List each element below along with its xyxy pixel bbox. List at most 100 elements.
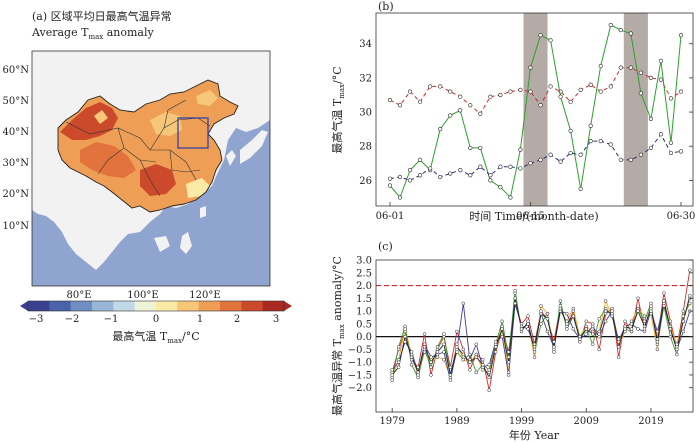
map-lon-labels: 80°E 100°E 120°E [66,290,220,301]
data-point [435,350,440,354]
data-point [638,91,643,96]
y-tick-label: 0.0 [356,332,372,343]
panel-b-x-ticks: 06-01 06-15 06-30 [376,202,695,222]
data-point [416,375,420,380]
colorbar-segment [113,301,135,311]
colorbar-segment [28,301,50,311]
y-tick-label: 32 [359,73,372,84]
lon-label: 80°E [66,290,91,301]
data-point [403,339,407,344]
data-point [487,368,491,372]
colorbar-tick: 1 [197,314,203,325]
data-point [442,332,446,336]
data-point [448,89,453,94]
data-point [603,319,608,324]
shaded-period [623,13,648,206]
data-point [662,299,666,303]
x-tick-label: 2019 [638,416,663,427]
data-point [568,128,573,133]
data-point [397,195,403,200]
data-point [416,365,420,370]
panel-b-series [387,22,684,200]
data-point [518,166,523,171]
data-point [590,342,595,347]
data-point [678,33,684,38]
data-point [584,327,589,331]
lat-label: 60°N [3,65,30,76]
data-point [468,360,472,364]
central-anomaly [140,164,176,196]
data-point [455,329,459,334]
data-point [636,327,640,331]
data-point [616,339,621,344]
data-point [598,138,603,144]
data-point [448,171,453,176]
data-point [678,149,684,154]
data-point [629,327,634,331]
data-point [390,368,394,372]
data-point [668,319,673,324]
data-point [498,92,503,98]
x-tick-label: 1989 [444,416,469,427]
data-point [461,347,466,352]
data-point [688,268,692,272]
colorbar-segment [262,301,285,311]
data-point [598,89,603,94]
japan [240,130,268,164]
data-point [458,168,463,173]
data-point [409,350,414,354]
data-point [668,140,674,145]
data-point [638,70,643,75]
data-point [598,63,603,69]
data-point [428,84,433,89]
panel-c-label: (c) [378,240,393,253]
data-point [513,296,517,301]
data-point [407,89,413,94]
data-point [668,334,673,339]
data-point [407,168,413,173]
data-point [648,75,653,81]
data-point [642,324,647,329]
colorbar-segment [177,301,199,311]
data-point [468,145,473,151]
data-point [552,339,556,344]
data-point [448,373,453,377]
data-point [442,357,446,362]
colorbar-tick: −3 [29,314,44,325]
data-point [578,152,583,157]
panel-b-xlabel: 时间 Time/(month-date) [469,210,598,223]
colorbar-tick: 2 [234,314,240,325]
data-point [539,311,543,316]
colorbar-segment [49,301,71,311]
data-point [616,345,621,349]
series-line-red-dashed [389,67,682,115]
colorbar-tick: 0 [153,314,159,325]
data-point [532,355,537,359]
data-point [628,157,633,162]
panel-a-title-cn: (a) 区域平均日最高气温异常 [32,9,172,23]
xinjiang-hot-core [60,102,118,140]
data-point [487,388,491,393]
y-tick-label: 3.0 [356,256,372,267]
data-point [658,77,664,82]
data-point [418,173,423,178]
data-point [588,138,593,144]
map-area [32,51,270,286]
data-point [416,370,420,375]
data-point [458,108,463,113]
land-northeast-asia [230,92,270,132]
data-point [468,368,472,372]
data-point [623,319,627,324]
panel-b-label: (b) [378,0,394,13]
data-point [681,329,686,334]
data-point [448,365,453,370]
y-tick-label: 2.5 [356,268,372,279]
data-point [558,306,563,311]
data-point [571,327,576,331]
data-point [658,132,664,137]
data-point [588,123,593,128]
data-point [390,378,394,382]
panel-b-shaded-periods [523,13,648,206]
data-point [513,301,517,306]
